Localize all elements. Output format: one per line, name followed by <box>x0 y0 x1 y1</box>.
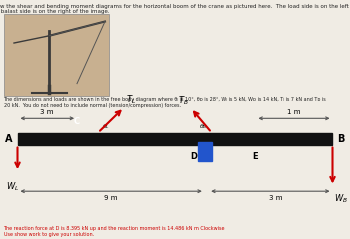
Text: A: A <box>5 134 13 144</box>
Text: C: C <box>74 117 80 126</box>
Text: 3 m: 3 m <box>41 109 54 115</box>
Text: $W_L$: $W_L$ <box>6 180 19 193</box>
Text: $\theta_L$: $\theta_L$ <box>102 123 110 131</box>
Text: The reaction force at D is 8.395 kN up and the reaction moment is 14.486 kN m Cl: The reaction force at D is 8.395 kN up a… <box>4 226 225 237</box>
Text: 1 m: 1 m <box>287 109 301 115</box>
Text: 9 m: 9 m <box>104 195 118 201</box>
Text: 3 m: 3 m <box>269 195 282 201</box>
Text: $T_B$: $T_B$ <box>178 94 189 107</box>
Bar <box>18 133 332 145</box>
Text: $W_B$: $W_B$ <box>334 192 348 205</box>
Text: Draw the shear and bending moment diagrams for the horizontal boom of the crane : Draw the shear and bending moment diagra… <box>0 4 350 14</box>
Text: B: B <box>337 134 345 144</box>
Text: D: D <box>191 152 198 161</box>
Text: The dimensions and loads are shown in the free body diagram where θₗ is 10°, θᴅ : The dimensions and loads are shown in th… <box>4 97 326 108</box>
Bar <box>198 142 212 161</box>
Text: $T_L$: $T_L$ <box>126 93 136 106</box>
Text: E: E <box>253 152 258 161</box>
Text: $\theta_B$: $\theta_B$ <box>199 123 208 131</box>
Bar <box>4 14 108 96</box>
